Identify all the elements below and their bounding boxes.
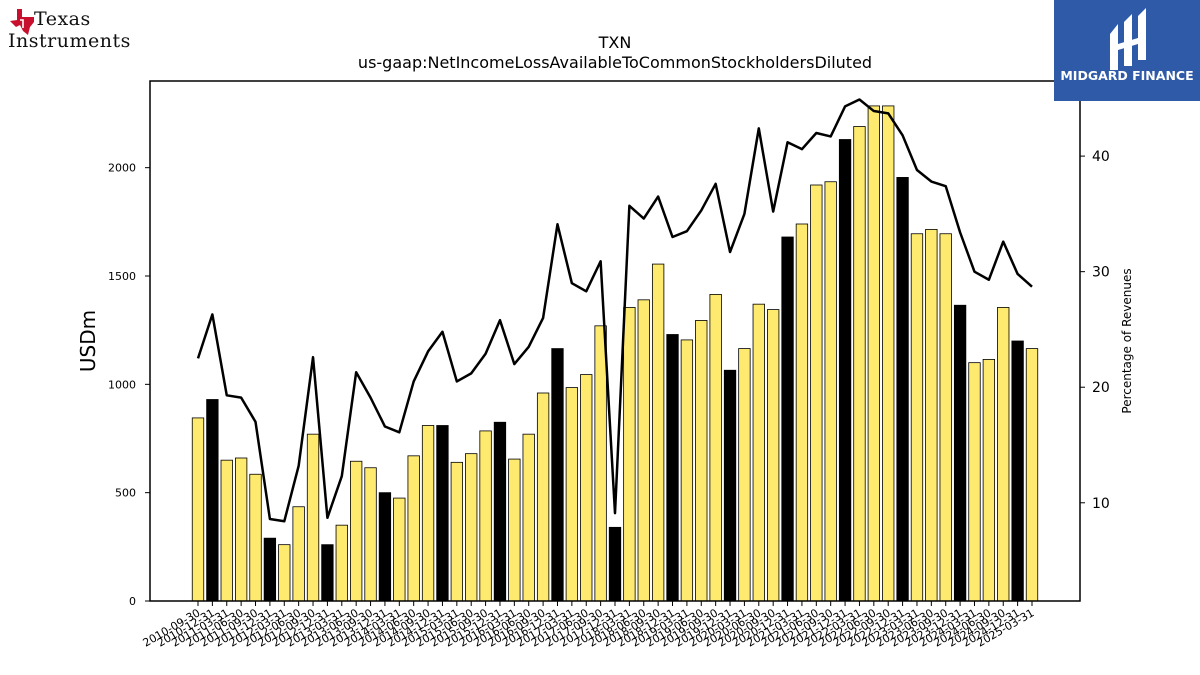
bar <box>321 544 334 602</box>
bar <box>1025 348 1039 602</box>
bar <box>565 387 579 602</box>
bar <box>436 425 449 602</box>
bar <box>493 421 507 602</box>
bar <box>838 139 852 602</box>
bar <box>378 492 392 602</box>
bar <box>738 348 751 602</box>
bar <box>853 126 866 602</box>
bar <box>191 417 205 602</box>
bar <box>637 299 650 602</box>
bar <box>608 526 622 602</box>
y-axis: 0 500 1000 1500 2000 <box>108 162 150 608</box>
bar <box>206 399 219 602</box>
bar <box>1011 340 1024 602</box>
bar <box>781 236 794 602</box>
bars-group <box>191 105 1039 602</box>
bar <box>594 325 607 602</box>
bar <box>795 223 809 602</box>
bar <box>306 433 320 602</box>
chart-title: TXN <box>598 33 632 52</box>
bar <box>234 457 248 602</box>
ti-wordmark-line1: Texas <box>34 8 91 30</box>
bar <box>292 506 305 602</box>
bar <box>278 544 291 602</box>
texas-state-icon <box>10 9 34 35</box>
y-tick-label: 1500 <box>108 270 136 283</box>
bar <box>752 303 765 602</box>
bar <box>450 461 463 602</box>
midgard-finance-logo: MIDGARD FINANCE <box>1054 0 1200 101</box>
bar <box>824 181 837 602</box>
texas-instruments-logo <box>6 6 141 56</box>
bar <box>896 177 909 602</box>
bar <box>551 348 564 602</box>
y2-tick-label: 20 <box>1092 380 1110 396</box>
bar <box>666 334 679 602</box>
bar <box>364 467 377 602</box>
bar <box>465 453 478 602</box>
y-axis-label: USDm <box>76 310 100 372</box>
bar <box>508 458 521 602</box>
bar <box>623 307 636 602</box>
y-tick-label: 500 <box>115 487 136 500</box>
bar <box>220 459 233 602</box>
bar <box>982 359 996 602</box>
bar <box>350 460 363 602</box>
y2-tick-label: 40 <box>1092 149 1110 165</box>
bar <box>479 430 492 602</box>
x-axis: 2010-09-302010-12-312011-03-312011-06-30… <box>141 601 1037 650</box>
bar <box>695 320 708 602</box>
bar <box>421 425 435 602</box>
bar <box>580 374 593 602</box>
bar <box>536 392 550 602</box>
bar <box>810 184 823 602</box>
bar <box>968 362 981 602</box>
y-tick-label: 2000 <box>108 162 136 175</box>
bar <box>249 473 262 602</box>
bar <box>939 233 952 602</box>
midgard-emblem-icon <box>1110 8 1146 70</box>
bar <box>723 369 737 602</box>
bar <box>882 105 895 602</box>
bar <box>263 537 277 602</box>
bar <box>910 233 924 602</box>
y2-axis-label: Percentage of Revenues <box>1120 268 1134 413</box>
y-tick-label: 1000 <box>108 378 136 391</box>
percentage-line <box>196 98 1033 523</box>
y2-tick-label: 30 <box>1092 265 1110 281</box>
line-layer <box>196 98 1033 523</box>
bar <box>867 105 880 602</box>
bar <box>651 263 665 602</box>
y2-tick-label: 10 <box>1092 496 1110 512</box>
bar <box>680 339 694 602</box>
bar <box>335 524 348 602</box>
chart-subtitle: us-gaap:NetIncomeLossAvailableToCommonSt… <box>358 53 872 72</box>
y2-axis: 10 20 30 40 <box>1080 149 1110 512</box>
midgard-wordmark: MIDGARD FINANCE <box>1060 68 1194 83</box>
bar <box>407 455 420 602</box>
y-tick-label: 0 <box>129 595 136 608</box>
bar <box>767 309 780 602</box>
bar <box>709 294 722 602</box>
bar <box>997 307 1010 602</box>
bar <box>393 497 406 602</box>
bar <box>925 229 938 602</box>
bar <box>522 433 535 602</box>
bar <box>953 304 967 602</box>
ti-wordmark-line2: Instruments <box>8 30 131 52</box>
